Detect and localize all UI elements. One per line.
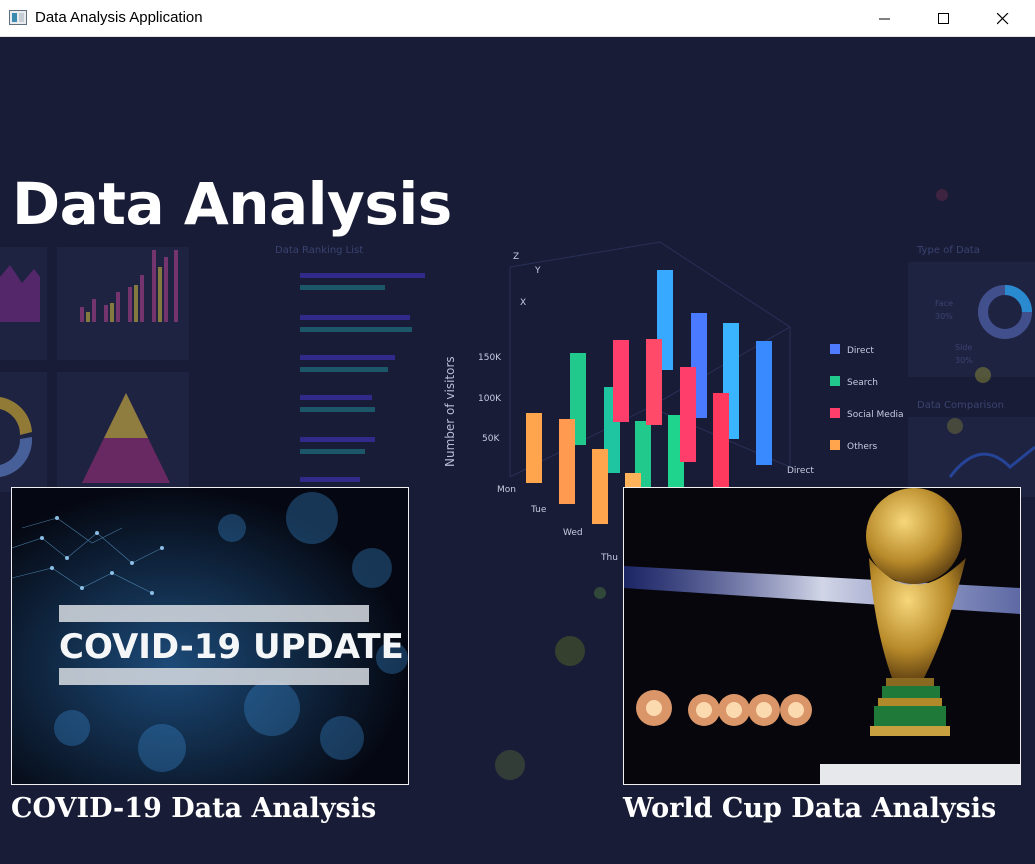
direct-axis-label: Direct bbox=[787, 466, 814, 476]
app-icon bbox=[9, 10, 27, 25]
svg-text:Direct: Direct bbox=[847, 346, 874, 356]
chart-legend: Direct Search Social Media Others bbox=[830, 344, 904, 452]
type-of-data-title: Type of Data bbox=[916, 245, 980, 256]
minimize-button[interactable] bbox=[862, 0, 908, 37]
3d-bar-chart bbox=[526, 270, 772, 524]
y-tick-100k: 100K bbox=[478, 394, 502, 404]
svg-text:Face: Face bbox=[935, 299, 953, 308]
day-wed: Wed bbox=[563, 528, 583, 538]
main-content: Data Ranking List Z Y X 150K 100K 50K Mo… bbox=[0, 37, 1035, 864]
trophy-globe bbox=[866, 488, 962, 584]
axis-y-label: Y bbox=[534, 266, 541, 276]
covid-update-graphic: COVID-19 UPDATE bbox=[12, 488, 408, 784]
axis-z-label: Z bbox=[513, 252, 519, 262]
maximize-button[interactable] bbox=[921, 0, 967, 37]
day-tue: Tue bbox=[530, 505, 547, 515]
minimize-icon bbox=[879, 18, 890, 20]
close-icon bbox=[997, 13, 1009, 25]
ranking-list-title: Data Ranking List bbox=[275, 245, 363, 256]
svg-text:30%: 30% bbox=[935, 312, 953, 321]
day-mon: Mon bbox=[497, 485, 516, 495]
day-thu: Thu bbox=[600, 553, 618, 563]
covid-analysis-image[interactable]: COVID-19 UPDATE bbox=[11, 487, 409, 785]
covid-analysis-label[interactable]: COVID-19 Data Analysis bbox=[11, 793, 377, 824]
y-tick-50k: 50K bbox=[482, 434, 500, 444]
svg-text:Side: Side bbox=[955, 343, 972, 352]
window-title: Data Analysis Application bbox=[35, 9, 203, 26]
maximize-icon bbox=[938, 13, 949, 24]
svg-text:Search: Search bbox=[847, 378, 878, 388]
svg-text:Others: Others bbox=[847, 442, 878, 452]
world-cup-analysis-image[interactable] bbox=[623, 487, 1021, 785]
dashboard-background-image: Data Ranking List Z Y X 150K 100K 50K Mo… bbox=[0, 189, 1035, 780]
page-title: Data Analysis bbox=[12, 170, 452, 238]
close-button[interactable] bbox=[980, 0, 1026, 37]
data-comparison-title: Data Comparison bbox=[917, 400, 1004, 411]
svg-text:Social Media: Social Media bbox=[847, 410, 904, 420]
title-bar: Data Analysis Application bbox=[0, 0, 1035, 37]
world-cup-analysis-label[interactable]: World Cup Data Analysis bbox=[623, 793, 997, 824]
y-axis-label: Number of visitors bbox=[443, 356, 457, 467]
y-tick-150k: 150K bbox=[478, 353, 502, 363]
world-cup-trophy-photo bbox=[624, 488, 1020, 784]
svg-text:30%: 30% bbox=[955, 356, 973, 365]
axis-x-label: X bbox=[520, 298, 526, 308]
covid-update-text: COVID-19 UPDATE bbox=[59, 627, 404, 667]
